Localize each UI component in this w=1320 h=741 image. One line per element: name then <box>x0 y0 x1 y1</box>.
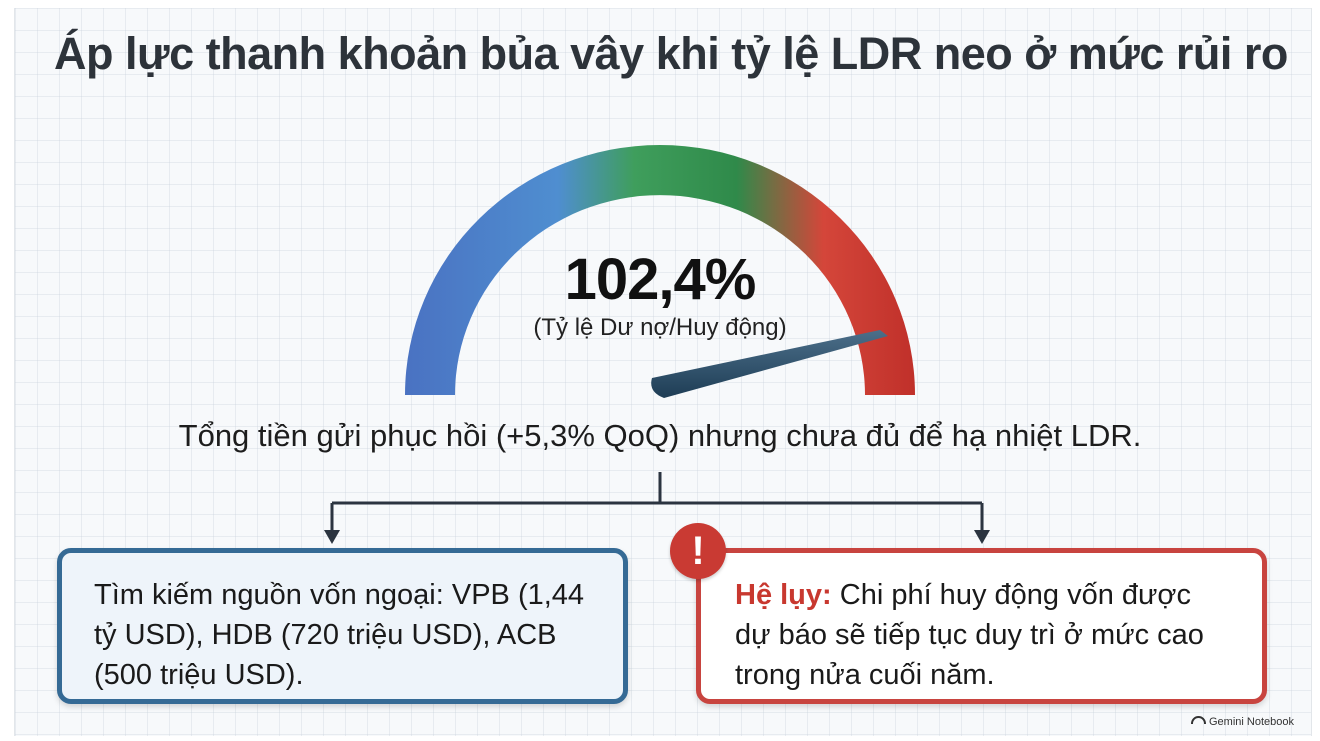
gauge-caption: (Tỷ lệ Dư nợ/Huy động) <box>533 314 787 341</box>
gauge-arc <box>405 145 915 395</box>
arrow-down-icon <box>324 530 340 544</box>
brand-watermark: Gemini Notebook <box>1191 716 1294 728</box>
brand-label: Gemini Notebook <box>1209 716 1294 728</box>
brand-icon <box>1191 716 1206 724</box>
foreign-funding-text: Tìm kiếm nguồn vốn ngoại: VPB (1,44 tỷ U… <box>94 579 585 691</box>
consequence-text: Chi phí huy động vốn được dự báo sẽ tiếp… <box>735 579 1204 691</box>
gauge-value: 102,4% <box>564 247 757 312</box>
summary-text: Tổng tiền gửi phục hồi (+5,3% QoQ) nhưng… <box>178 418 1142 453</box>
page-title: Áp lực thanh khoản bủa vây khi tỷ lệ LDR… <box>54 28 1288 79</box>
foreign-funding-box: Tìm kiếm nguồn vốn ngoại: VPB (1,44 tỷ U… <box>57 548 628 704</box>
consequence-label: Hệ lụy: <box>735 579 832 611</box>
alert-icon: ! <box>670 523 726 579</box>
consequence-box: Hệ lụy: Chi phí huy động vốn được dự báo… <box>696 548 1267 704</box>
arrow-down-icon <box>974 530 990 544</box>
gauge-needle <box>651 330 888 398</box>
